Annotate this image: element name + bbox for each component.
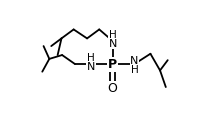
Text: H: H (131, 65, 138, 75)
Text: H: H (109, 30, 117, 40)
Text: H: H (87, 53, 95, 63)
Text: P: P (108, 57, 117, 71)
Text: N: N (130, 56, 139, 66)
Text: N: N (109, 39, 117, 49)
Text: N: N (87, 62, 95, 72)
Text: O: O (108, 82, 118, 95)
